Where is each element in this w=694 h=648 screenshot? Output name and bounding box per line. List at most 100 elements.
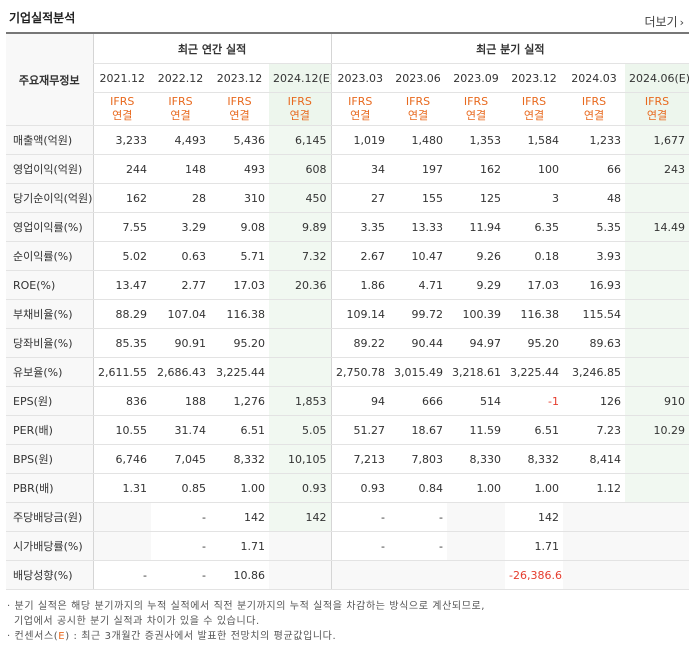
table-cell: 8,330 xyxy=(447,444,506,474)
table-cell: 1,677 xyxy=(625,125,690,155)
table-cell: 115.54 xyxy=(563,299,626,329)
table-cell: 2,686.43 xyxy=(151,357,210,387)
table-cell: 3.29 xyxy=(151,212,210,242)
table-cell: 5,436 xyxy=(210,125,269,155)
period-header: 2024.12(E) xyxy=(269,63,332,93)
row-label: EPS(원) xyxy=(6,386,93,416)
table-cell: -1 xyxy=(505,386,564,416)
table-cell: 1,019 xyxy=(330,125,390,155)
table-cell xyxy=(625,241,690,271)
table-cell: 450 xyxy=(269,183,332,213)
table-cell: 18.67 xyxy=(389,415,448,445)
table-cell: 89.63 xyxy=(563,328,626,358)
period-header: 2022.12 xyxy=(151,63,210,93)
table-cell xyxy=(625,357,690,387)
table-cell: 666 xyxy=(389,386,448,416)
table-cell: 3.93 xyxy=(563,241,626,271)
table-cell: 514 xyxy=(447,386,506,416)
table-cell: 116.38 xyxy=(505,299,564,329)
table-cell: 11.94 xyxy=(447,212,506,242)
footnotes: · 분기 실적은 해당 분기까지의 누적 실적에서 직전 분기까지의 누적 실적… xyxy=(7,599,485,644)
table-row: 영업이익률(%) 7.55 3.29 9.08 9.89 3.35 13.33 11.94 6.… xyxy=(6,212,690,242)
table-cell: 10,105 xyxy=(269,444,332,474)
table-cell: 2,750.78 xyxy=(330,357,390,387)
note-line-2: 기업에서 공시한 분기 실적과 차이가 있을 수 있습니다. xyxy=(14,616,260,627)
table-cell xyxy=(389,560,448,590)
row-label: 배당성향(%) xyxy=(6,560,93,590)
table-cell xyxy=(625,560,690,590)
table-cell: 10.47 xyxy=(389,241,448,271)
table-cell: - xyxy=(151,560,210,590)
table-cell: 244 xyxy=(92,154,151,184)
table-cell: 1,353 xyxy=(447,125,506,155)
basis-header-row: IFRS 연결 IFRS 연결 IFRS 연결 IFRS 연결 IFRS 연결 IFRS 연결 IFRS… xyxy=(6,92,690,126)
row-label: 시가배당률(%) xyxy=(6,531,93,561)
table-cell: 3,015.49 xyxy=(389,357,448,387)
row-label: 당좌비율(%) xyxy=(6,328,93,358)
table-cell xyxy=(563,560,626,590)
table-cell: 4,493 xyxy=(151,125,210,155)
table-row: BPS(원) 6,746 7,045 8,332 10,105 7,213 7,803 8,3… xyxy=(6,444,690,474)
table-cell xyxy=(447,531,506,561)
table-cell: 148 xyxy=(151,154,210,184)
more-link[interactable]: 더보기 › xyxy=(644,13,684,30)
basis-header: IFRS 연결 xyxy=(269,92,332,126)
table-row: 주당배당금(원) -142 142- -142 xyxy=(6,502,690,532)
table-cell: 5.35 xyxy=(563,212,626,242)
table-cell: 0.18 xyxy=(505,241,564,271)
table-cell: 2.77 xyxy=(151,270,210,300)
table-cell: 1.00 xyxy=(505,473,564,503)
table-cell: 7.32 xyxy=(269,241,332,271)
table-cell: 3,233 xyxy=(92,125,151,155)
table-cell xyxy=(269,299,332,329)
table-cell: 9.89 xyxy=(269,212,332,242)
basis-header: IFRS 연결 xyxy=(563,92,626,126)
annual-group-header: 최근 연간 실적 xyxy=(92,32,332,64)
row-label: 영업이익률(%) xyxy=(6,212,93,242)
table-cell: - xyxy=(389,531,448,561)
table-cell xyxy=(447,502,506,532)
table-cell: 197 xyxy=(389,154,448,184)
table-cell xyxy=(625,502,690,532)
table-cell: 6,746 xyxy=(92,444,151,474)
table-row: 매출액(억원) 3,233 4,493 5,436 6,145 1,019 1,480 1,3… xyxy=(6,125,690,155)
table-cell: 34 xyxy=(330,154,390,184)
financial-table-body: 매출액(억원) 3,233 4,493 5,436 6,145 1,019 1,480 1,3… xyxy=(6,125,690,590)
row-label: 주당배당금(원) xyxy=(6,502,93,532)
table-cell: 3,218.61 xyxy=(447,357,506,387)
table-cell: 162 xyxy=(92,183,151,213)
table-cell: 0.93 xyxy=(269,473,332,503)
table-cell: 16.93 xyxy=(563,270,626,300)
table-cell xyxy=(625,444,690,474)
table-cell: 2,611.55 xyxy=(92,357,151,387)
table-row: PER(배) 10.55 31.74 6.51 5.05 51.27 18.67 11.59 6… xyxy=(6,415,690,445)
table-cell: 100 xyxy=(505,154,564,184)
table-cell: 608 xyxy=(269,154,332,184)
table-row: PBR(배) 1.31 0.85 1.00 0.93 0.93 0.84 1.00 1.00 1.… xyxy=(6,473,690,503)
table-cell: - xyxy=(389,502,448,532)
table-row: 영업이익(억원) 244 148 493 608 34 197 162 100 66 243 xyxy=(6,154,690,184)
table-cell: 1,276 xyxy=(210,386,269,416)
table-cell: 20.36 xyxy=(269,270,332,300)
row-label: BPS(원) xyxy=(6,444,93,474)
table-row: 배당성향(%) - -10.86 -26,386.63 xyxy=(6,560,690,590)
table-cell xyxy=(269,328,332,358)
table-cell: 5.02 xyxy=(92,241,151,271)
table-cell: 109.14 xyxy=(330,299,390,329)
table-cell: 1.71 xyxy=(505,531,564,561)
table-cell: 5.05 xyxy=(269,415,332,445)
period-header: 2021.12 xyxy=(92,63,151,93)
table-cell: - xyxy=(330,502,390,532)
table-row: 시가배당률(%) -1.71- -1.71 xyxy=(6,531,690,561)
table-cell: 89.22 xyxy=(330,328,390,358)
table-cell: 94.97 xyxy=(447,328,506,358)
table-row: 유보율(%) 2,611.55 2,686.43 3,225.44 2,750.78 3,… xyxy=(6,357,690,387)
table-cell xyxy=(92,531,151,561)
table-cell: 85.35 xyxy=(92,328,151,358)
table-cell: 162 xyxy=(447,154,506,184)
table-cell: 116.38 xyxy=(210,299,269,329)
table-row: 당좌비율(%) 85.35 90.91 95.20 89.22 90.44 94.97 95.… xyxy=(6,328,690,358)
basis-header: IFRS 연결 xyxy=(447,92,506,126)
table-cell: - xyxy=(92,560,151,590)
table-cell: 100.39 xyxy=(447,299,506,329)
